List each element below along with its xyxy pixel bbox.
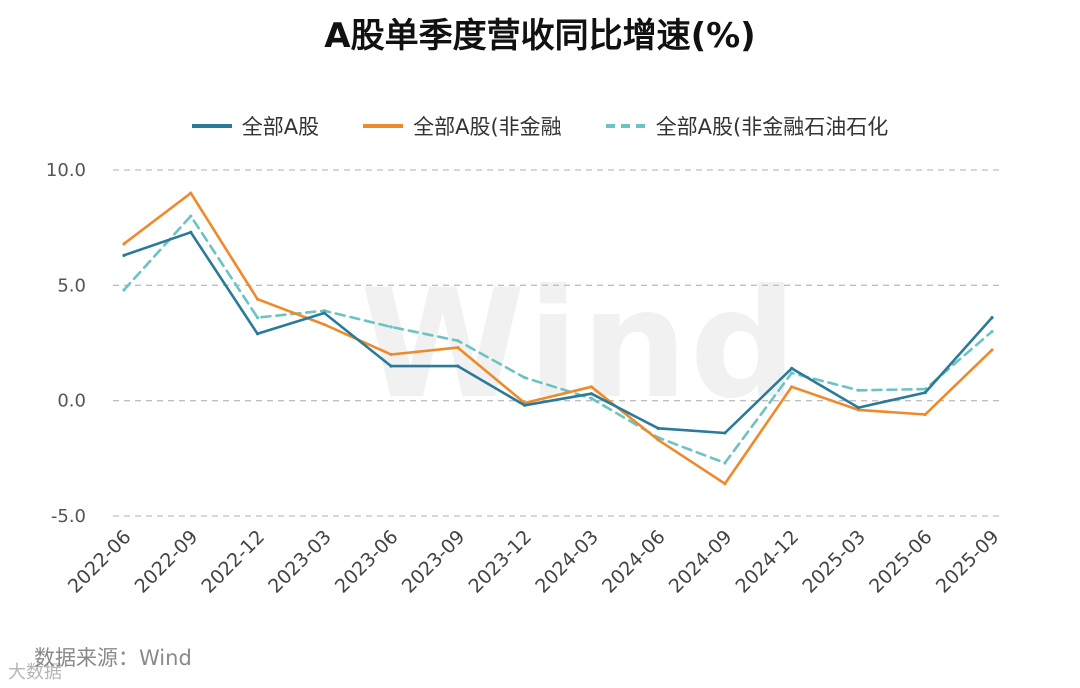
data-point-series-1 xyxy=(122,253,126,257)
x-tick-label: 2022-12 xyxy=(197,526,269,598)
x-tick-label: 2023-12 xyxy=(464,526,536,598)
data-point-series-3 xyxy=(856,388,861,392)
data-point-series-2 xyxy=(389,352,393,357)
data-point-series-1 xyxy=(923,390,927,395)
x-tick-label: 2023-03 xyxy=(264,526,336,598)
legend-swatch-series-1 xyxy=(191,124,232,128)
series-line-2 xyxy=(122,191,994,486)
y-tick-label: -5.0 xyxy=(51,506,86,527)
data-point-series-2 xyxy=(322,322,326,327)
legend-item-series-3: 全部A股(非金融石油石化 xyxy=(605,111,889,141)
chart-title: A股单季度营收同比增速(%) xyxy=(324,16,756,56)
data-point-series-1 xyxy=(723,431,727,435)
data-point-series-1 xyxy=(523,403,527,407)
data-point-series-2 xyxy=(456,346,460,350)
x-tick-label: 2022-06 xyxy=(64,526,136,598)
data-point-series-3 xyxy=(122,288,126,292)
data-point-series-2 xyxy=(656,438,660,442)
data-point-series-3 xyxy=(723,461,727,465)
data-point-series-1 xyxy=(322,311,326,315)
x-tick-label: 2025-03 xyxy=(798,526,870,598)
legend-swatch-series-2 xyxy=(363,124,404,128)
source-note: 数据来源：Wind xyxy=(34,646,192,670)
data-point-series-2 xyxy=(189,191,193,195)
x-tick-label: 2023-09 xyxy=(398,526,470,598)
data-point-series-3 xyxy=(990,329,994,334)
data-point-series-1 xyxy=(589,392,593,396)
data-point-series-1 xyxy=(990,316,994,320)
data-point-series-2 xyxy=(790,385,794,389)
data-point-series-1 xyxy=(856,405,861,410)
x-tick-label: 2022-09 xyxy=(131,526,203,598)
x-tick-label: 2023-06 xyxy=(331,526,403,598)
data-point-series-3 xyxy=(456,339,460,343)
data-point-series-1 xyxy=(255,332,260,336)
legend-label-series-1: 全部A股 xyxy=(241,115,320,139)
data-point-series-1 xyxy=(189,230,193,234)
data-point-series-3 xyxy=(523,376,527,380)
data-point-series-1 xyxy=(790,366,794,370)
data-point-series-3 xyxy=(322,309,326,313)
x-tick-label: 2024-06 xyxy=(598,526,670,598)
data-point-series-3 xyxy=(255,316,260,320)
data-point-series-2 xyxy=(589,385,593,389)
data-point-series-2 xyxy=(923,412,927,417)
x-tick-label: 2024-12 xyxy=(732,526,804,598)
legend-label-series-2: 全部A股(非金融 xyxy=(413,115,562,139)
data-point-series-2 xyxy=(856,408,861,412)
data-point-series-1 xyxy=(456,364,460,368)
legend-item-series-2: 全部A股(非金融 xyxy=(363,111,562,141)
data-point-series-3 xyxy=(790,371,794,375)
y-tick-label: 0.0 xyxy=(57,391,86,412)
series-line-1 xyxy=(122,231,994,435)
data-point-series-2 xyxy=(122,242,126,246)
legend-item-series-1: 全部A股 xyxy=(191,111,320,141)
y-tick-label: 5.0 xyxy=(57,275,86,296)
data-point-series-2 xyxy=(723,482,727,486)
data-point-series-3 xyxy=(589,396,593,400)
legend-label-series-3: 全部A股(非金融石油石化 xyxy=(655,115,889,139)
legend-swatch-series-3 xyxy=(605,124,646,128)
data-point-series-2 xyxy=(255,297,260,301)
data-point-series-1 xyxy=(656,426,660,430)
y-tick-label: 10.0 xyxy=(46,160,86,181)
x-tick-label: 2025-09 xyxy=(932,526,1004,598)
data-point-series-1 xyxy=(389,364,393,368)
series-line-3 xyxy=(122,214,994,465)
x-tick-label: 2024-03 xyxy=(531,526,603,598)
brand-logo: 大数据 xyxy=(8,662,62,683)
data-point-series-2 xyxy=(990,348,994,352)
x-tick-label: 2024-09 xyxy=(665,526,737,598)
data-point-series-3 xyxy=(389,325,393,329)
legend: 全部A股 全部A股(非金融 全部A股(非金融石油石化 xyxy=(0,108,1080,144)
watermark: Wind xyxy=(360,258,800,432)
data-point-series-3 xyxy=(189,214,193,218)
x-tick-label: 2025-06 xyxy=(865,526,937,598)
